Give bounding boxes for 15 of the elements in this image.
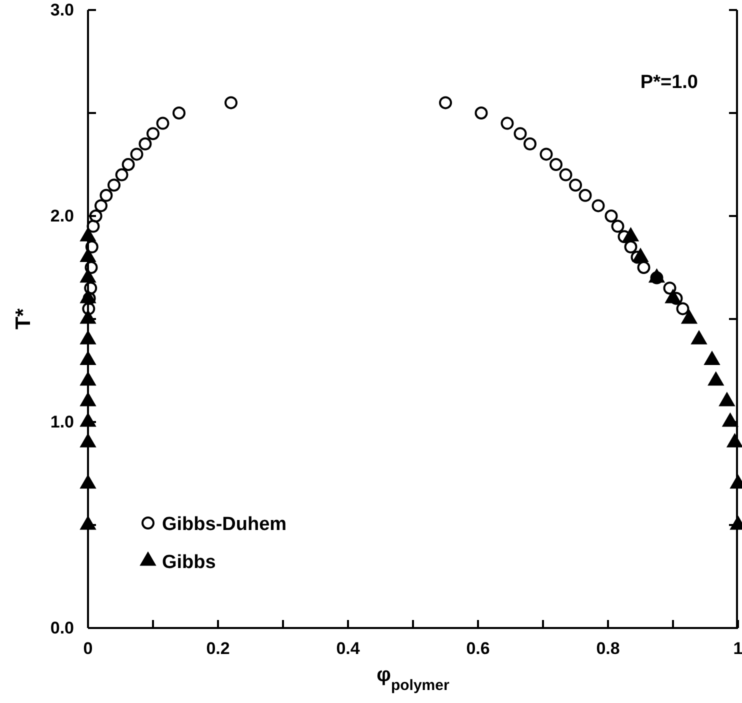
annotation: P*=1.0 <box>640 72 698 93</box>
x-tick-label: 0.4 <box>336 639 360 658</box>
x-tick-label: 0 <box>83 639 93 658</box>
y-tick-label: 2.0 <box>50 206 74 226</box>
legend-label: Gibbs <box>162 552 216 573</box>
x-tick-label: 0.8 <box>596 639 620 658</box>
legend-label: Gibbs-Duhem <box>162 514 287 535</box>
y-tick-label: 0.0 <box>50 618 74 638</box>
x-tick-label: 0.6 <box>466 639 490 658</box>
y-axis-title: T* <box>12 308 35 330</box>
x-tick-label: 0.2 <box>206 639 230 658</box>
y-tick-label: 1.0 <box>50 412 74 432</box>
x-axis-title: φ$_{polymer}$ <box>376 664 450 694</box>
y-tick-label: 3.0 <box>50 0 74 20</box>
x-tick-label: 1 <box>733 639 742 658</box>
